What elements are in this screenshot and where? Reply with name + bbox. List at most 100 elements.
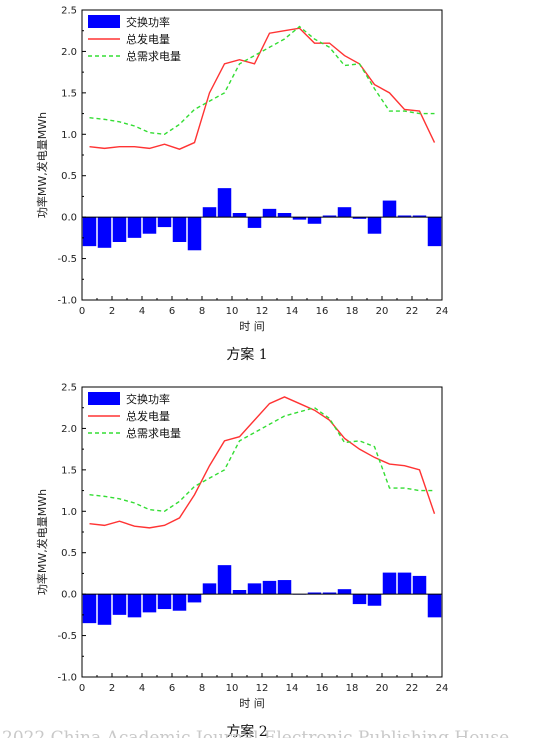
- exchange-power-bar: [427, 594, 442, 618]
- x-axis-label: 时 间: [239, 320, 265, 333]
- x-tick-label: 4: [139, 683, 145, 694]
- exchange-power-bar: [112, 594, 127, 615]
- exchange-power-bar: [202, 583, 217, 595]
- exchange-power-bar: [112, 217, 127, 242]
- x-tick-label: 0: [79, 306, 85, 317]
- x-tick-label: 8: [199, 683, 205, 694]
- exchange-power-bar: [307, 592, 322, 595]
- x-tick-label: 20: [376, 683, 389, 694]
- exchange-power-bar: [412, 215, 427, 218]
- x-tick-label: 16: [316, 683, 329, 694]
- y-tick-label: 1.0: [61, 130, 77, 141]
- y-tick-label: 2.0: [61, 424, 77, 435]
- exchange-power-bar: [337, 207, 352, 218]
- exchange-power-bar: [247, 217, 262, 228]
- legend-label: 总发电量: [126, 409, 170, 423]
- y-tick-label: 1.5: [61, 88, 77, 99]
- y-tick-label: 0.5: [61, 548, 77, 559]
- y-tick-label: -1.0: [57, 673, 77, 684]
- exchange-power-bar: [307, 217, 322, 224]
- exchange-power-bar: [397, 572, 412, 595]
- total-generation-line: [89, 396, 436, 529]
- y-tick-label: -0.5: [57, 631, 77, 642]
- y-tick-label: 2.0: [61, 47, 77, 58]
- exchange-power-bar: [262, 208, 277, 218]
- chart-scheme-2: 0 2 4 6 8 10 12 14 16 18 20 22 24-1.0-0.50.00.51.01.…: [35, 383, 448, 738]
- y-axis-label: 功率MW,发电量MWh: [35, 489, 49, 595]
- exchange-power-bar: [187, 217, 202, 251]
- legend-label: 总需求电量: [126, 426, 181, 440]
- exchange-power-bar: [172, 217, 187, 242]
- x-tick-label: 18: [346, 683, 359, 694]
- chart-caption: 方案 2: [226, 723, 267, 738]
- y-tick-label: -0.5: [57, 254, 77, 265]
- exchange-power-bar: [82, 594, 97, 624]
- exchange-power-bar: [367, 594, 382, 606]
- exchange-power-bar: [232, 590, 247, 595]
- y-tick-label: 0.0: [61, 590, 77, 601]
- exchange-power-bar: [352, 217, 367, 219]
- x-tick-label: 24: [436, 683, 449, 694]
- exchange-power-bar: [322, 215, 337, 218]
- x-tick-label: 20: [376, 306, 389, 317]
- exchange-power-bar: [82, 217, 97, 247]
- total-generation-line: [89, 27, 436, 150]
- chart-scheme-1: 0 2 4 6 8 10 12 14 16 18 20 22 24-1.0-0.50.00.51.01.…: [35, 6, 448, 364]
- exchange-power-bar: [97, 594, 112, 625]
- exchange-power-bar: [172, 594, 187, 611]
- x-tick-label: 0: [79, 683, 85, 694]
- x-tick-label: 12: [256, 306, 269, 317]
- y-tick-label: 1.5: [61, 465, 77, 476]
- y-tick-label: 1.0: [61, 507, 77, 518]
- watermark: 2022 China Academic Journal Electronic P…: [2, 728, 509, 738]
- exchange-power-bar: [142, 217, 157, 234]
- legend-swatch-bar: [88, 392, 120, 405]
- x-tick-label: 6: [169, 683, 175, 694]
- chart-caption: 方案 1: [226, 346, 267, 363]
- x-tick-label: 8: [199, 306, 205, 317]
- y-tick-label: 0.5: [61, 171, 77, 182]
- x-tick-label: 6: [169, 306, 175, 317]
- x-tick-label: 16: [316, 306, 329, 317]
- exchange-power-bar: [262, 580, 277, 595]
- total-demand-line: [89, 25, 435, 136]
- x-axis-label: 时 间: [239, 697, 265, 710]
- exchange-power-bar: [217, 188, 232, 218]
- exchange-power-bar: [352, 594, 367, 605]
- x-tick-label: 22: [406, 683, 419, 694]
- y-tick-label: -1.0: [57, 296, 77, 307]
- y-tick-label: 2.5: [61, 383, 77, 394]
- exchange-power-bar: [367, 217, 382, 234]
- x-tick-label: 2: [109, 306, 115, 317]
- x-tick-label: 10: [226, 683, 239, 694]
- exchange-power-bar: [217, 565, 232, 595]
- x-tick-label: 10: [226, 306, 239, 317]
- y-tick-label: 2.5: [61, 6, 77, 17]
- legend-swatch-bar: [88, 15, 120, 28]
- exchange-power-bar: [412, 575, 427, 595]
- x-tick-label: 2: [109, 683, 115, 694]
- total-demand-line: [89, 406, 435, 513]
- exchange-power-bar: [277, 213, 292, 218]
- x-tick-label: 18: [346, 306, 359, 317]
- legend-label: 总需求电量: [126, 49, 181, 63]
- exchange-power-bar: [232, 213, 247, 218]
- legend-label: 交换功率: [126, 15, 170, 29]
- exchange-power-bar: [277, 580, 292, 595]
- exchange-power-bar: [427, 217, 442, 247]
- x-tick-label: 4: [139, 306, 145, 317]
- exchange-power-bar: [187, 594, 202, 603]
- exchange-power-bar: [382, 572, 397, 595]
- exchange-power-bar: [157, 594, 172, 610]
- exchange-power-bar: [247, 583, 262, 595]
- exchange-power-bar: [397, 215, 412, 218]
- exchange-power-bar: [97, 217, 112, 248]
- exchange-power-bar: [322, 592, 337, 595]
- exchange-power-bar: [292, 217, 307, 220]
- x-tick-label: 22: [406, 306, 419, 317]
- exchange-power-bar: [202, 207, 217, 218]
- x-tick-label: 12: [256, 683, 269, 694]
- x-tick-label: 24: [436, 306, 449, 317]
- exchange-power-bar: [382, 200, 397, 218]
- exchange-power-bar: [142, 594, 157, 613]
